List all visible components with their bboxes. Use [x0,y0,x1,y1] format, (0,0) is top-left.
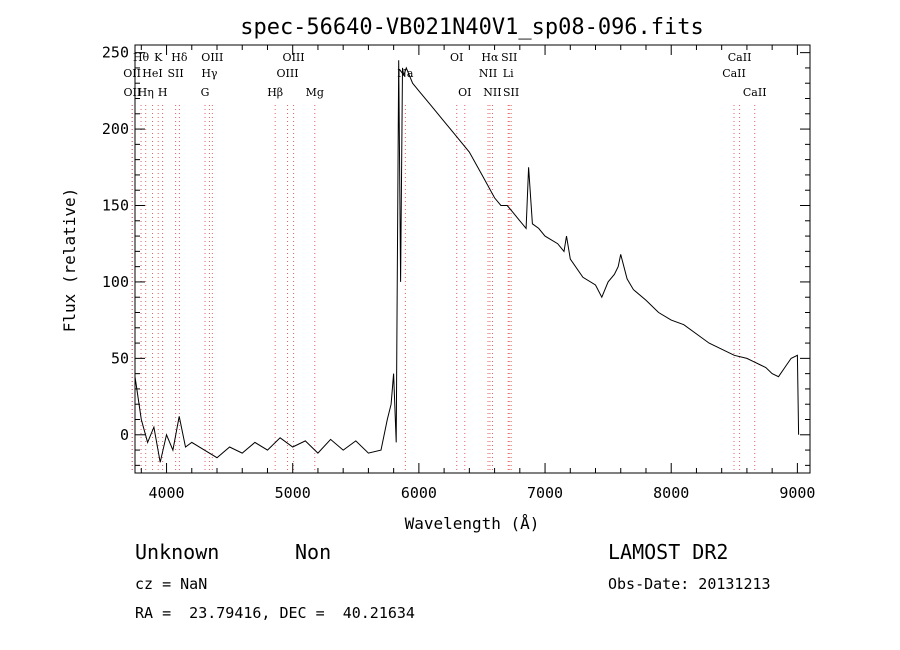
spectral-line-label: CaII [722,67,746,80]
spectral-line-label: G [201,86,210,99]
spectrum-line [134,60,800,463]
spectral-line-label: K [154,51,163,64]
spectral-line-label: Hδ [171,51,188,64]
x-tick-label: 6000 [401,484,437,502]
spectral-line-label: Mg [306,86,324,99]
y-tick-label: 100 [102,273,129,291]
y-tick-label: 50 [111,349,129,367]
x-tick-label: 7000 [527,484,563,502]
x-axis-label: Wavelength (Å) [405,514,540,533]
y-tick-label: 200 [102,120,129,138]
spectral-line-label: OIII [201,51,223,64]
x-tick-label: 8000 [653,484,689,502]
observation-date: Obs-Date: 20131213 [608,575,771,593]
spectral-classification: Unknown [135,540,220,564]
spectral-line-label: SII [168,67,184,80]
spectral-line-label: H [158,86,168,99]
x-tick-label: 5000 [275,484,311,502]
y-tick-label: 250 [102,44,129,62]
y-axis-label: Flux (relative) [60,188,79,333]
spectral-line-label: Hα [481,51,499,64]
y-tick-label: 0 [120,426,129,444]
x-tick-label: 4000 [148,484,184,502]
spectral-line-label: NII [479,67,497,80]
redshift-cz: cz = NaN [135,575,208,593]
spectral-line-label: Li [503,67,514,80]
spectral-line-label: CaII [743,86,767,99]
spectral-line-label: OII [123,67,141,80]
survey-name: LAMOST DR2 [608,540,729,564]
spectral-line-label: SII [503,86,519,99]
chart-title: spec-56640-VB021N40V1_sp08-096.fits [240,15,704,40]
spectral-line-label: Hβ [267,86,283,99]
spectral-line-label: CaII [728,51,752,64]
axis-ticks: 4000 5000 6000 7000 8000 9000 0 50 100 150 200 250 [102,44,816,502]
y-tick-label: 150 [102,197,129,215]
spectral-line-label: Hγ [201,67,218,80]
spectral-line-label: SII [501,51,517,64]
spectral-line-label: OI [450,51,463,64]
ra-dec-coordinates: RA = 23.79416, DEC = 40.21634 [135,604,415,622]
spectral-line-label: OIII [283,51,305,64]
spectral-line-label: NII [483,86,501,99]
x-tick-label: 9000 [779,484,815,502]
plot-frame [134,44,811,474]
spectrum-chart: spec-56640-VB021N40V1_sp08-096.fits Hθ OI… [60,15,816,533]
spectral-line-label: OI [458,86,471,99]
spectral-line-label: Hη [138,86,154,99]
spectral-line-label: OII [123,86,141,99]
spectral-line-label: OIII [277,67,299,80]
spectral-subclass: Non [295,540,332,564]
spectral-line-label: Hθ [133,51,150,64]
spectral-line-label: HeI [142,67,162,80]
